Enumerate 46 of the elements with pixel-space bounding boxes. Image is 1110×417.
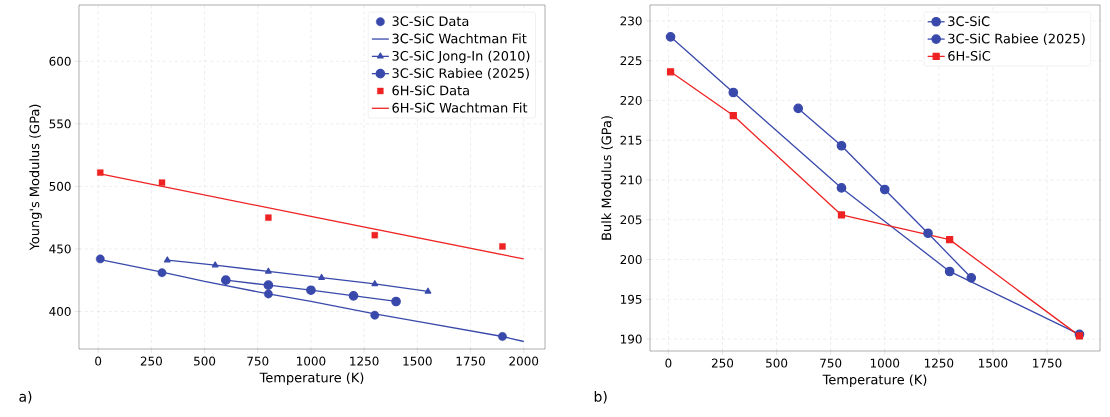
y-tick-label: 210 xyxy=(620,175,642,185)
legend-label: 3C-SiC Wachtman Fit xyxy=(392,33,527,44)
x-tick-label: 2000 xyxy=(509,356,539,366)
x-tick-label: 750 xyxy=(820,358,842,368)
x-tick-label: 1750 xyxy=(1033,358,1062,368)
x-tick-label: 1500 xyxy=(979,358,1008,368)
x-tick-label: 750 xyxy=(247,356,269,366)
y-tick-label: 190 xyxy=(620,334,642,344)
legend-label: 6H-SiC Wachtman Fit xyxy=(392,102,528,113)
legend-label: 3C-SiC Rabiee (2025) xyxy=(948,33,1085,45)
y-tick-label: 400 xyxy=(49,306,71,316)
y-tick-label: 600 xyxy=(49,56,71,66)
x-axis-title: Temperature (K) xyxy=(259,372,364,385)
legend-label: 3C-SiC Data xyxy=(392,16,469,27)
y-tick-label: 205 xyxy=(620,215,642,225)
text: b) xyxy=(594,391,607,404)
y-tick-label: 225 xyxy=(620,56,642,66)
x-tick-label: 1000 xyxy=(297,356,326,366)
legend-label: 6H-SiC Data xyxy=(392,85,469,96)
y-axis-title: Young's Modulus (GPa) xyxy=(29,104,42,251)
y-tick-label: 450 xyxy=(49,244,71,254)
legend-label: 3C-SiC Jong-In (2010) xyxy=(392,50,530,64)
y-tick-label: 215 xyxy=(620,135,642,145)
x-tick-label: 1250 xyxy=(350,356,379,366)
x-tick-label: 1500 xyxy=(403,356,432,366)
x-axis-title: Temperature (K) xyxy=(822,374,927,387)
legend-label: 6H-SiC xyxy=(948,50,991,61)
x-tick-label: 0 xyxy=(665,358,672,368)
x-tick-label: 0 xyxy=(95,356,102,366)
y-tick-label: 195 xyxy=(620,294,642,304)
y-tick-label: 220 xyxy=(620,95,642,105)
y-tick-label: 550 xyxy=(49,119,71,129)
y-tick-label: 230 xyxy=(620,16,642,26)
y-axis-title: Bulk Modulus (GPa) xyxy=(601,116,613,240)
y-tick-label: 200 xyxy=(620,255,642,265)
y-tick-label: 500 xyxy=(49,181,71,191)
x-tick-label: 250 xyxy=(140,356,162,366)
text: a) xyxy=(19,391,32,404)
x-tick-label: 1750 xyxy=(456,356,485,366)
x-tick-label: 1250 xyxy=(924,358,954,368)
x-tick-label: 1000 xyxy=(870,358,900,368)
legend-label: 3C-SiC xyxy=(948,16,990,27)
x-tick-label: 500 xyxy=(766,358,788,368)
x-tick-label: 500 xyxy=(194,356,216,366)
legend-label: 3C-SiC Rabiee (2025) xyxy=(392,68,529,80)
x-tick-label: 250 xyxy=(711,358,734,368)
